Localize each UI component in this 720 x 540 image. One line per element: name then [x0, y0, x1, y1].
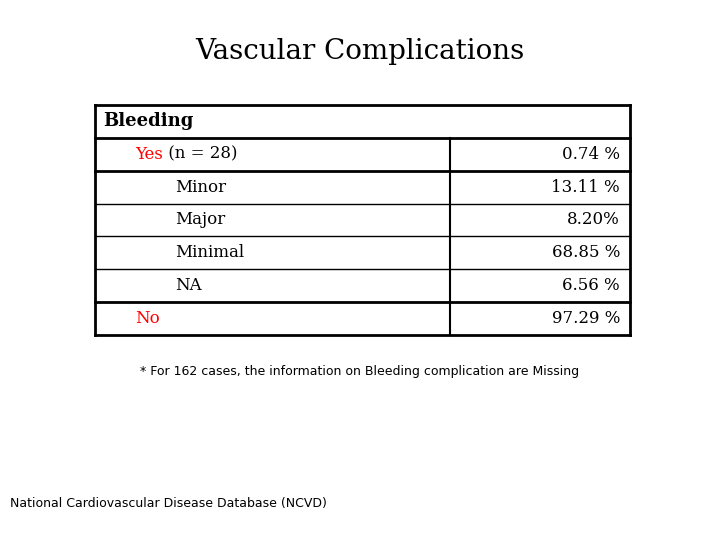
Text: 6.56 %: 6.56 % [562, 277, 620, 294]
Text: Minor: Minor [175, 179, 226, 195]
Text: Minimal: Minimal [175, 245, 244, 261]
Text: * For 162 cases, the information on Bleeding complication are Missing: * For 162 cases, the information on Blee… [140, 365, 580, 378]
Text: Yes: Yes [135, 146, 163, 163]
Text: NA: NA [175, 277, 202, 294]
Text: 0.74 %: 0.74 % [562, 146, 620, 163]
Text: Vascular Complications: Vascular Complications [195, 38, 525, 65]
Text: National Cardiovascular Disease Database (NCVD): National Cardiovascular Disease Database… [10, 497, 327, 510]
Text: Major: Major [175, 212, 225, 228]
Text: No: No [135, 310, 160, 327]
Text: 8.20%: 8.20% [567, 212, 620, 228]
Text: 97.29 %: 97.29 % [552, 310, 620, 327]
Text: Bleeding: Bleeding [103, 112, 194, 131]
Text: (n = 28): (n = 28) [163, 146, 238, 163]
Text: 68.85 %: 68.85 % [552, 245, 620, 261]
Text: 13.11 %: 13.11 % [552, 179, 620, 195]
